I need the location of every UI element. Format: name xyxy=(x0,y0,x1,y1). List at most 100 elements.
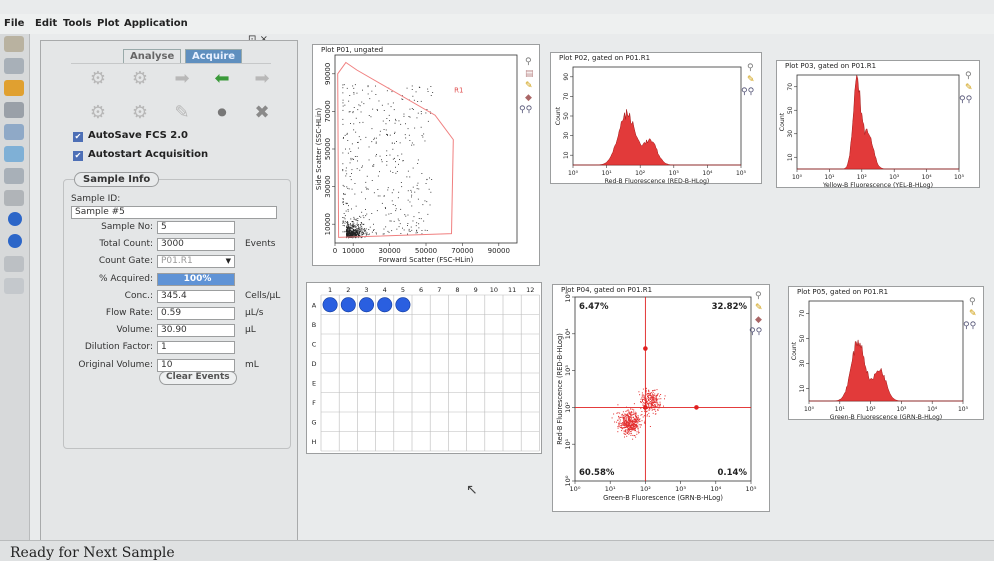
zoom-icon[interactable]: ⚲ xyxy=(965,71,972,81)
plot-p03-title: Plot P03, gated on P01.R1 xyxy=(785,62,877,70)
x-axis-label: Yellow-B Fluorescence (YEL-B-HLog) xyxy=(822,182,933,189)
scatter-points xyxy=(342,84,434,239)
y-tick-label: 10 xyxy=(799,385,806,393)
backflush-icon[interactable]: ⚙ xyxy=(89,102,107,123)
magnify-icon[interactable]: ⚲⚲ xyxy=(741,87,755,97)
plot-p03-canvas[interactable]: 10⁰ 10¹ 10² 10³ 10⁴ 10⁵ 10 30 50 70 Yellow-B Fluor… xyxy=(777,61,981,189)
stop-icon[interactable]: ⏺ xyxy=(217,102,227,123)
print-icon[interactable]: ▤ xyxy=(525,69,534,79)
plate-well-filled[interactable] xyxy=(395,297,411,313)
menu-edit[interactable]: Edit xyxy=(35,18,58,29)
gate-tool-icon[interactable]: ✎ xyxy=(747,75,755,85)
menu-tools[interactable]: Tools xyxy=(63,18,92,29)
zoom-icon[interactable]: ⚲ xyxy=(525,57,532,67)
field-value-input[interactable]: 5 xyxy=(157,221,235,234)
plate-column-label: 8 xyxy=(455,286,459,294)
plate-row-label: B xyxy=(312,321,316,329)
magnify-icon[interactable]: ⚲⚲ xyxy=(963,321,977,331)
run-icon[interactable]: ⚙ xyxy=(89,68,107,89)
field-value-input[interactable]: 1 xyxy=(157,341,235,354)
x-tick-label: 10² xyxy=(635,170,646,177)
plot-p01: Plot P01, ungated 0 10000 30000 50000 70000 9… xyxy=(312,44,540,266)
magnify-icon[interactable]: ⚲⚲ xyxy=(959,95,973,105)
zoom-icon[interactable]: ⚲ xyxy=(755,291,762,301)
y-tick-label: 10 xyxy=(787,153,794,161)
document-icon[interactable] xyxy=(4,124,24,140)
gate-tool-icon[interactable]: ✎ xyxy=(965,83,973,93)
pause-icon[interactable]: ⚙ xyxy=(131,68,149,89)
puzzle-icon[interactable] xyxy=(4,80,24,96)
clean-icon[interactable]: ⚙ xyxy=(131,102,149,123)
field-value-input[interactable]: 30.90 xyxy=(157,324,235,337)
zoom-icon[interactable]: ⚲ xyxy=(747,63,754,73)
x-axis-label: Red-B Fluorescence (RED-B-HLog) xyxy=(605,178,710,185)
field-unit: µL/s xyxy=(245,308,264,318)
list-icon[interactable] xyxy=(4,278,24,294)
field-value-input[interactable]: 3000 xyxy=(157,238,235,251)
autosave-checkbox[interactable]: ✔ AutoSave FCS 2.0 xyxy=(73,130,188,142)
wrench-icon[interactable]: ✎ xyxy=(174,102,190,123)
field-label: Dilution Factor: xyxy=(84,342,153,352)
plot-p02-canvas[interactable]: 10⁰ 10¹ 10² 10³ 10⁴ 10⁵ 10 30 50 70 90 Red-B Fluore… xyxy=(551,53,763,185)
folder-icon[interactable] xyxy=(4,36,24,52)
plot-p01-canvas[interactable]: 0 10000 30000 50000 70000 90000 10000 30000 5000… xyxy=(313,45,541,267)
x-tick-label: 10⁴ xyxy=(922,174,933,181)
gate-tool-icon[interactable]: ✎ xyxy=(755,303,763,313)
y-tick-label: 30 xyxy=(799,360,806,368)
clear-events-button[interactable]: Clear Events xyxy=(159,371,237,385)
field-value-input[interactable]: 345.4 xyxy=(157,290,235,303)
cancel-icon[interactable]: ✖ xyxy=(254,102,270,123)
globe-icon[interactable] xyxy=(8,212,22,226)
field-label: Sample No: xyxy=(101,222,153,232)
menu-plot[interactable]: Plot xyxy=(97,18,120,29)
count-gate-select[interactable]: P01.R1 ▼ xyxy=(157,255,235,268)
plate-column-label: 3 xyxy=(364,286,368,294)
menu-application[interactable]: Application xyxy=(124,18,188,29)
magnify-icon[interactable]: ⚲⚲ xyxy=(519,105,533,115)
tray-icon[interactable] xyxy=(4,168,24,184)
magnify-icon[interactable]: ⚲⚲ xyxy=(749,327,763,337)
region-icon[interactable]: ◆ xyxy=(755,315,762,325)
x-tick-label: 10⁰ xyxy=(570,485,581,493)
x-tick-label: 10⁰ xyxy=(804,406,815,413)
field-value-input[interactable]: 0.59 xyxy=(157,307,235,320)
next-sample-icon[interactable]: ➡ xyxy=(254,68,270,89)
y-tick-label: 50 xyxy=(799,335,806,343)
x-tick-label: 10⁵ xyxy=(958,406,969,413)
load-sample-icon[interactable]: ⬅ xyxy=(214,68,230,89)
panel-float-close[interactable]: ⊡ × xyxy=(248,34,268,45)
plate-well-filled[interactable] xyxy=(377,297,393,313)
x-axis-label: Green-B Fluorescence (GRN-B-HLog) xyxy=(603,494,723,502)
grid-icon[interactable] xyxy=(4,256,24,272)
x-tick-label: 10⁴ xyxy=(927,406,938,413)
info-icon[interactable] xyxy=(8,234,22,248)
plate-well-filled[interactable] xyxy=(322,297,338,313)
y-axis-label: Count xyxy=(555,106,562,125)
save-icon[interactable] xyxy=(4,58,24,74)
x-tick-label: 10¹ xyxy=(824,174,835,181)
report-icon[interactable] xyxy=(4,146,24,162)
sample-id-input[interactable]: Sample #5 xyxy=(71,206,277,219)
plot-p04-canvas[interactable]: 10⁰ 10¹ 10² 10³ 10⁴ 10⁵ 10⁰ 10¹ 10² 10³ 10⁴ 10⁵ Gree… xyxy=(553,285,771,513)
region-icon[interactable]: ◆ xyxy=(525,93,532,103)
gate-tool-icon[interactable]: ✎ xyxy=(525,81,533,91)
y-tick-label: 50000 xyxy=(324,138,332,160)
tab-acquire[interactable]: Acquire xyxy=(185,49,243,63)
plate-row-label: D xyxy=(311,360,316,368)
plate-well-filled[interactable] xyxy=(340,297,356,313)
gear-icon[interactable] xyxy=(4,190,24,206)
menu-file[interactable]: File xyxy=(4,18,25,29)
plate-well-filled[interactable] xyxy=(358,297,374,313)
zoom-icon[interactable]: ⚲ xyxy=(969,297,976,307)
arrow-right-icon[interactable]: ➡ xyxy=(174,68,190,89)
field-label: Total Count: xyxy=(99,239,153,249)
hierarchy-icon[interactable] xyxy=(4,102,24,118)
autostart-checkbox[interactable]: ✔ Autostart Acquisition xyxy=(73,149,208,161)
gate-tool-icon[interactable]: ✎ xyxy=(969,309,977,319)
field-unit: Events xyxy=(245,239,276,249)
tab-analyse[interactable]: Analyse xyxy=(123,49,182,63)
plot-p05-canvas[interactable]: 10⁰ 10¹ 10² 10³ 10⁴ 10⁵ 10 30 50 70 Green-B Fluore… xyxy=(789,287,985,421)
quadrant-lr-label: 0.14% xyxy=(718,468,748,478)
mouse-cursor-icon: ↖ xyxy=(466,482,478,498)
